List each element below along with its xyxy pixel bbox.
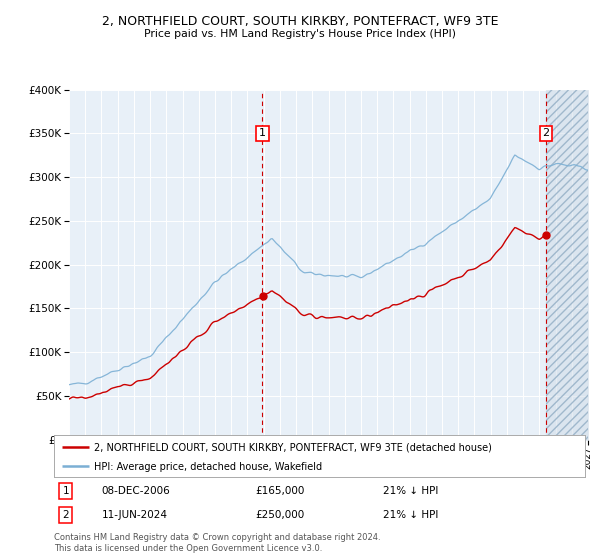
Text: 1: 1 bbox=[62, 486, 69, 496]
Text: £165,000: £165,000 bbox=[256, 486, 305, 496]
Text: 1: 1 bbox=[259, 128, 266, 138]
Text: 08-DEC-2006: 08-DEC-2006 bbox=[102, 486, 170, 496]
Bar bbox=[546, 90, 588, 440]
Text: 11-JUN-2024: 11-JUN-2024 bbox=[102, 510, 168, 520]
Text: 21% ↓ HPI: 21% ↓ HPI bbox=[383, 486, 439, 496]
Text: 2, NORTHFIELD COURT, SOUTH KIRKBY, PONTEFRACT, WF9 3TE: 2, NORTHFIELD COURT, SOUTH KIRKBY, PONTE… bbox=[102, 15, 498, 28]
Text: Contains HM Land Registry data © Crown copyright and database right 2024.
This d: Contains HM Land Registry data © Crown c… bbox=[54, 533, 380, 553]
Text: 2: 2 bbox=[62, 510, 69, 520]
Text: £250,000: £250,000 bbox=[256, 510, 305, 520]
Text: 2: 2 bbox=[542, 128, 550, 138]
Text: Price paid vs. HM Land Registry's House Price Index (HPI): Price paid vs. HM Land Registry's House … bbox=[144, 29, 456, 39]
Text: 2, NORTHFIELD COURT, SOUTH KIRKBY, PONTEFRACT, WF9 3TE (detached house): 2, NORTHFIELD COURT, SOUTH KIRKBY, PONTE… bbox=[94, 443, 492, 452]
Text: HPI: Average price, detached house, Wakefield: HPI: Average price, detached house, Wake… bbox=[94, 462, 322, 472]
Text: 21% ↓ HPI: 21% ↓ HPI bbox=[383, 510, 439, 520]
Bar bbox=[546, 90, 588, 440]
